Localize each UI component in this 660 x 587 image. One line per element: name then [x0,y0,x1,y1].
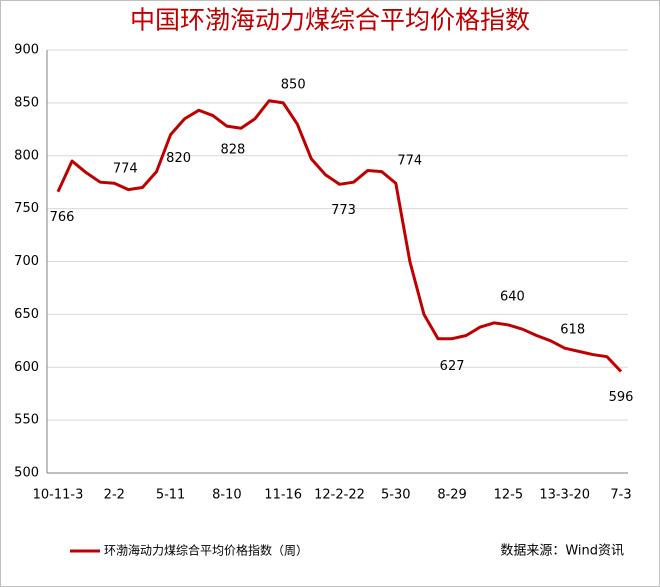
x-tick-label: 5-30 [381,488,411,503]
x-tick-label: 13-3-20 [539,488,590,503]
x-tick-label: 12-5 [494,488,524,503]
x-tick-label: 8-29 [437,488,467,503]
legend-label: 环渤海动力煤综合平均价格指数（周） [104,543,308,558]
y-tick-label: 750 [14,201,39,216]
y-tick-label: 800 [14,148,39,163]
y-tick-label: 900 [14,43,39,58]
data-label: 627 [440,359,465,374]
y-tick-label: 500 [14,466,39,481]
x-tick-label: 8-10 [212,488,242,503]
data-label: 640 [500,289,525,304]
x-tick-label: 7-3 [610,488,631,503]
x-tick-label: 12-2-22 [314,488,365,503]
data-label: 820 [166,151,191,166]
data-label: 850 [281,77,306,92]
line [56,99,623,373]
y-tick-label: 700 [14,254,39,269]
source: 数据来源：Wind资讯 [500,544,624,559]
data-label: 773 [331,203,356,218]
data-label: 774 [397,154,422,169]
x-tick-label: 10-11-3 [33,488,84,503]
data-label: 828 [220,143,245,158]
data-label: 618 [560,323,585,338]
x-tick-label: 11-16 [264,488,302,503]
y-tick-label: 850 [14,95,39,110]
x-tick-label: 2-2 [104,488,125,503]
data-label: 774 [113,162,138,177]
y-tick-label: 650 [14,307,39,322]
y-tick-label: 550 [14,413,39,428]
data-label: 596 [609,390,634,405]
data-label: 766 [50,210,75,225]
x-tick-label: 5-11 [156,488,186,503]
y-tick-label: 600 [14,360,39,375]
chart-title: 中国环渤海动力煤综合平均价格指数 [130,6,530,35]
